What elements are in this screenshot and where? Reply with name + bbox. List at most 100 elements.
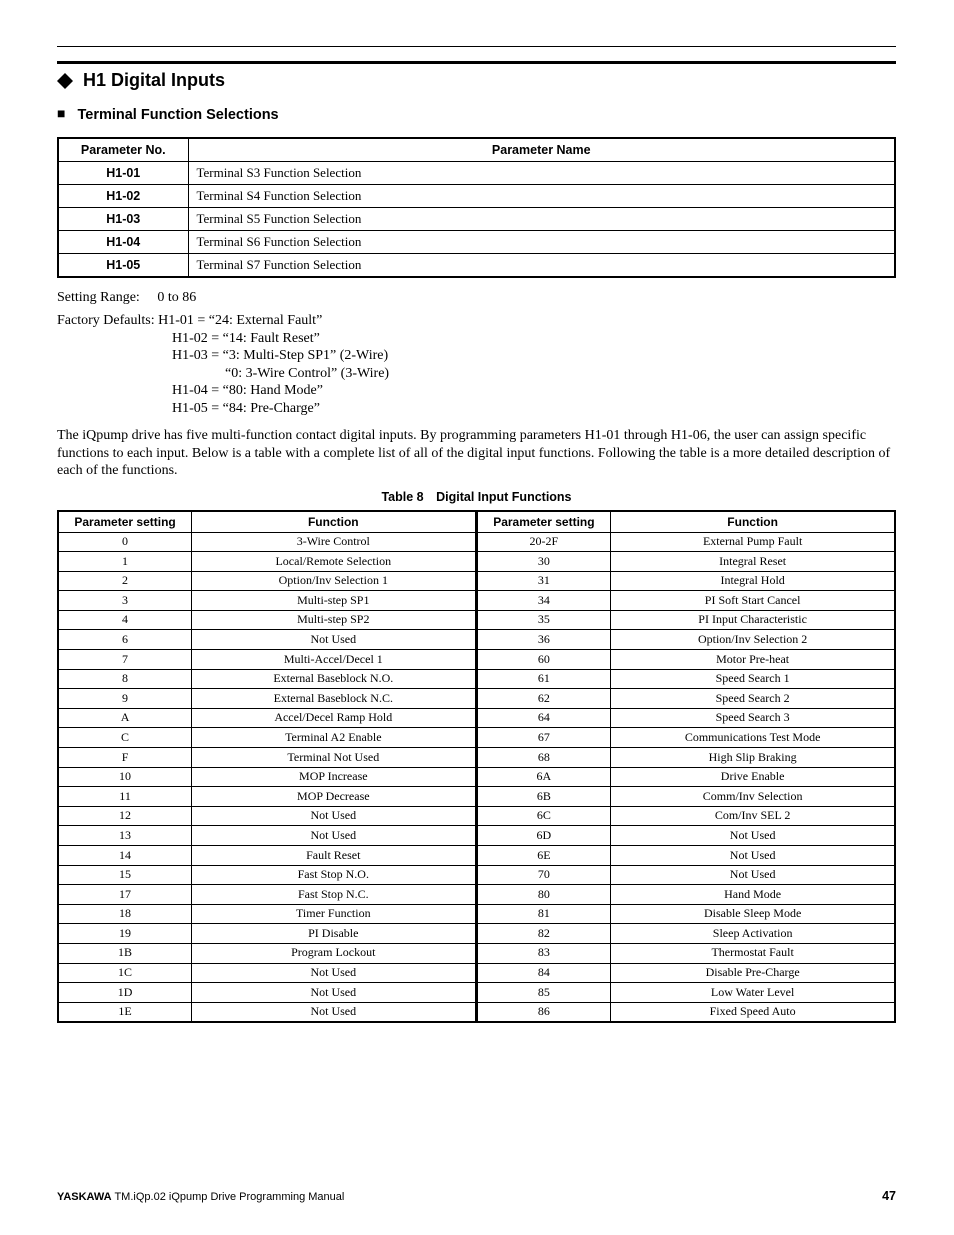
func-param-cell: 30 <box>477 552 611 572</box>
func-name-cell: Not Used <box>192 806 476 826</box>
func-param-cell: 6B <box>477 787 611 807</box>
table-row: 10MOP Increase <box>58 767 476 787</box>
factory-default-2: H1-03 = “3: Multi-Step SP1” (2-Wire) <box>57 347 896 365</box>
func-name-cell: Not Used <box>192 1002 476 1022</box>
parameter-table: Parameter No. Parameter Name H1-01Termin… <box>57 137 896 278</box>
func-name-cell: Not Used <box>192 983 476 1003</box>
param-no-cell: H1-03 <box>58 208 188 231</box>
func-name-cell: Communications Test Mode <box>611 728 895 748</box>
func-param-cell: 85 <box>477 983 611 1003</box>
func-param-cell: 4 <box>58 610 192 630</box>
table-row: 20-2FExternal Pump Fault <box>477 532 895 552</box>
func-name-cell: Not Used <box>611 846 895 866</box>
func-name-cell: 3-Wire Control <box>192 532 476 552</box>
func-param-cell: 34 <box>477 591 611 611</box>
func-name-cell: Terminal Not Used <box>192 748 476 768</box>
func-param-cell: 81 <box>477 904 611 924</box>
table-row: 1Local/Remote Selection <box>58 552 476 572</box>
func-name-cell: Speed Search 1 <box>611 669 895 689</box>
func-name-cell: Multi-Accel/Decel 1 <box>192 650 476 670</box>
func-name-cell: Timer Function <box>192 904 476 924</box>
func-name-cell: Not Used <box>611 865 895 885</box>
func-param-cell: 84 <box>477 963 611 983</box>
factory-defaults: Factory Defaults: H1-01 = “24: External … <box>57 312 896 417</box>
func-name-cell: Accel/Decel Ramp Hold <box>192 708 476 728</box>
func-param-cell: 62 <box>477 689 611 709</box>
table-row: 83Thermostat Fault <box>477 943 895 963</box>
func-header-ps-right: Parameter setting <box>477 511 611 533</box>
table-row: 11MOP Decrease <box>58 787 476 807</box>
param-table-header-name: Parameter Name <box>188 138 895 162</box>
table-row: 81Disable Sleep Mode <box>477 904 895 924</box>
param-table-header-no: Parameter No. <box>58 138 188 162</box>
body-paragraph: The iQpump drive has five multi-function… <box>57 427 896 480</box>
table-row: 6BComm/Inv Selection <box>477 787 895 807</box>
func-param-cell: 68 <box>477 748 611 768</box>
table-row: 36Option/Inv Selection 2 <box>477 630 895 650</box>
func-name-cell: External Pump Fault <box>611 532 895 552</box>
factory-default-4: H1-04 = “80: Hand Mode” <box>57 382 896 400</box>
func-name-cell: Thermostat Fault <box>611 943 895 963</box>
func-param-cell: 15 <box>58 865 192 885</box>
table-row: 2Option/Inv Selection 1 <box>58 571 476 591</box>
table-row: 82Sleep Activation <box>477 924 895 944</box>
table-row: 86Fixed Speed Auto <box>477 1002 895 1022</box>
func-param-cell: 35 <box>477 610 611 630</box>
func-param-cell: 6A <box>477 767 611 787</box>
footer-brand: YASKAWA <box>57 1191 112 1203</box>
func-param-cell: 1 <box>58 552 192 572</box>
setting-range-label: Setting Range: <box>57 290 140 305</box>
table-row: 64Speed Search 3 <box>477 708 895 728</box>
table-row: 60Motor Pre-heat <box>477 650 895 670</box>
func-name-cell: Comm/Inv Selection <box>611 787 895 807</box>
func-param-cell: 31 <box>477 571 611 591</box>
func-param-cell: 1E <box>58 1002 192 1022</box>
func-name-cell: PI Disable <box>192 924 476 944</box>
table-row: 6DNot Used <box>477 826 895 846</box>
thick-rule <box>57 61 896 64</box>
func-name-cell: Fault Reset <box>192 846 476 866</box>
func-param-cell: 0 <box>58 532 192 552</box>
table-row: 19PI Disable <box>58 924 476 944</box>
func-param-cell: 11 <box>58 787 192 807</box>
func-name-cell: Option/Inv Selection 1 <box>192 571 476 591</box>
func-param-cell: 2 <box>58 571 192 591</box>
heading-1-text: H1 Digital Inputs <box>83 70 225 91</box>
func-param-cell: 86 <box>477 1002 611 1022</box>
func-name-cell: Com/Inv SEL 2 <box>611 806 895 826</box>
func-param-cell: 18 <box>58 904 192 924</box>
func-param-cell: 19 <box>58 924 192 944</box>
factory-default-5: H1-05 = “84: Pre-Charge” <box>57 400 896 418</box>
func-param-cell: 14 <box>58 846 192 866</box>
table-row: 8External Baseblock N.O. <box>58 669 476 689</box>
func-param-cell: F <box>58 748 192 768</box>
func-param-cell: 1B <box>58 943 192 963</box>
factory-default-1: H1-02 = “14: Fault Reset” <box>57 330 896 348</box>
func-header-fn-left: Function <box>192 511 476 533</box>
footer-left: YASKAWA TM.iQp.02 iQpump Drive Programmi… <box>57 1191 344 1203</box>
func-param-cell: 60 <box>477 650 611 670</box>
func-name-cell: Not Used <box>192 963 476 983</box>
square-icon: ■ <box>57 108 65 122</box>
table-row: 12Not Used <box>58 806 476 826</box>
func-name-cell: Drive Enable <box>611 767 895 787</box>
table-row: 18Timer Function <box>58 904 476 924</box>
func-name-cell: Program Lockout <box>192 943 476 963</box>
table-row: AAccel/Decel Ramp Hold <box>58 708 476 728</box>
table-row: 85Low Water Level <box>477 983 895 1003</box>
func-name-cell: Low Water Level <box>611 983 895 1003</box>
table-row: 03-Wire Control <box>58 532 476 552</box>
func-name-cell: Fast Stop N.C. <box>192 885 476 905</box>
param-name-cell: Terminal S7 Function Selection <box>188 254 895 278</box>
function-table-wrap: Parameter setting Function 03-Wire Contr… <box>57 510 896 1024</box>
table-row: 30Integral Reset <box>477 552 895 572</box>
table-row: 13Not Used <box>58 826 476 846</box>
table-row: 15Fast Stop N.O. <box>58 865 476 885</box>
func-param-cell: 8 <box>58 669 192 689</box>
func-param-cell: 1C <box>58 963 192 983</box>
func-param-cell: 61 <box>477 669 611 689</box>
heading-1: H1 Digital Inputs <box>57 70 896 91</box>
table-row: H1-01Terminal S3 Function Selection <box>58 162 895 185</box>
setting-range: Setting Range: 0 to 86 <box>57 290 896 306</box>
func-param-cell: C <box>58 728 192 748</box>
